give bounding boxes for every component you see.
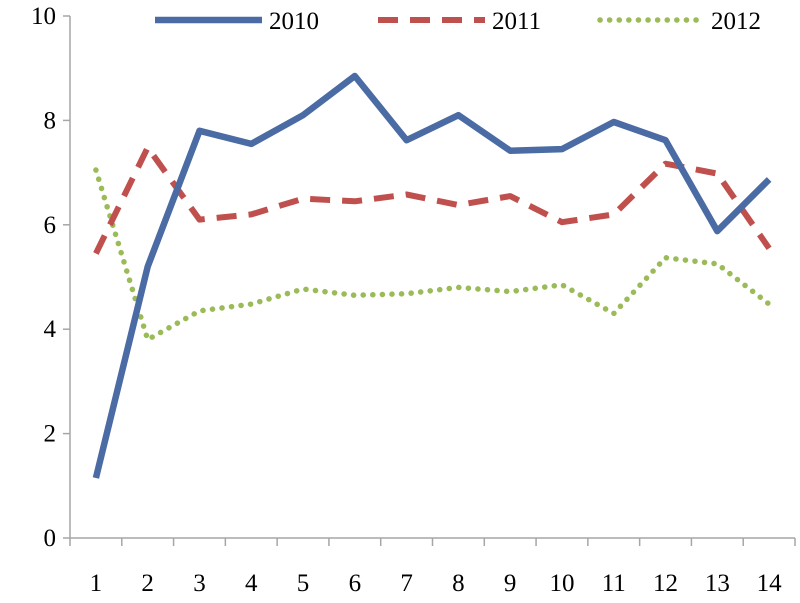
legend-label-2010: 2010	[269, 8, 319, 35]
x-tick-label: 7	[400, 570, 413, 597]
x-tick-label: 8	[452, 570, 465, 597]
x-tick-label: 5	[297, 570, 310, 597]
series-line-2012	[93, 167, 772, 343]
x-tick-label: 6	[349, 570, 362, 597]
legend-label-2012: 2012	[711, 8, 761, 35]
x-tick-label: 11	[602, 570, 626, 597]
y-tick-label: 0	[44, 525, 57, 552]
series-line-2010	[92, 72, 772, 479]
x-ticks: 1 2 3 4 5 6 7 8 9 10 11 12 13 14	[69, 538, 796, 597]
y-tick-label: 4	[44, 316, 57, 343]
y-tick-label: 10	[31, 3, 56, 30]
x-tick-label: 13	[705, 570, 730, 597]
x-tick-label: 1	[90, 570, 103, 597]
x-tick-label: 2	[141, 570, 154, 597]
y-ticks: 0 2 4 6 8 10	[31, 3, 70, 552]
y-tick-label: 2	[44, 421, 57, 448]
x-tick-label: 4	[245, 570, 258, 597]
x-tick-label: 10	[549, 570, 574, 597]
legend: 2010 2011 2012	[155, 8, 761, 35]
x-tick-label: 3	[193, 570, 206, 597]
legend-label-2011: 2011	[492, 8, 541, 35]
x-tick-label: 9	[504, 570, 517, 597]
series-line-2011	[93, 144, 772, 255]
series-layer	[92, 72, 772, 479]
y-tick-label: 8	[44, 107, 57, 134]
y-tick-label: 6	[44, 212, 57, 239]
x-tick-label: 14	[757, 570, 783, 597]
x-tick-label: 12	[653, 570, 678, 597]
